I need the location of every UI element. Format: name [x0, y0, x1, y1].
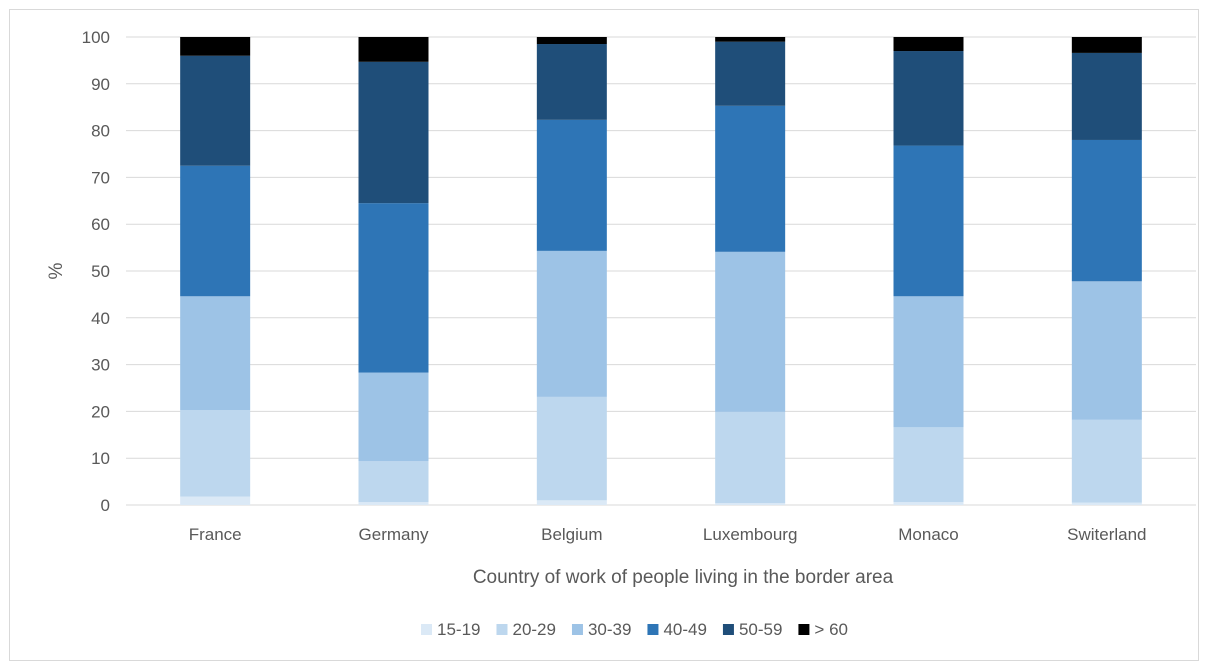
bar-segment [715, 41, 786, 106]
bar-segment [536, 500, 607, 505]
y-tick-label: 80 [91, 122, 110, 141]
bar-segment [893, 37, 964, 52]
legend-label: > 60 [814, 620, 848, 639]
bar-segment [893, 502, 964, 505]
y-tick-label: 30 [91, 356, 110, 375]
y-tick-label: 0 [101, 496, 110, 515]
x-tick-label: Germany [359, 525, 429, 544]
legend-swatch [421, 624, 432, 635]
bar-segment [358, 61, 429, 204]
bar-segment [180, 37, 251, 56]
y-tick-label: 10 [91, 449, 110, 468]
legend-swatch [571, 624, 583, 635]
gridlines [126, 36, 1196, 506]
bars [180, 37, 1142, 505]
bar-segment [1071, 419, 1142, 503]
legend-label: 20-29 [512, 620, 555, 639]
bar-segment [358, 461, 429, 503]
bar-segment [893, 296, 964, 428]
bar-segment [715, 503, 786, 505]
bar-segment [536, 119, 607, 251]
x-tick-label: Luxembourg [703, 525, 798, 544]
y-tick-label: 60 [91, 215, 110, 234]
bar-segment [893, 51, 964, 146]
y-tick-label: 40 [91, 309, 110, 328]
x-axis-title: Country of work of people living in the … [473, 567, 894, 588]
legend: 15-19 20-29 30-39 40-49 50-59 > 60 [421, 620, 848, 639]
bar-segment [358, 502, 429, 505]
bar-segment [1071, 37, 1142, 53]
bar-segment [715, 37, 786, 42]
legend-swatch [798, 624, 810, 635]
y-tick-label: 70 [91, 168, 110, 187]
bar-segment [358, 37, 429, 62]
y-tick-label: 90 [91, 75, 110, 94]
bar-segment [180, 296, 251, 410]
legend-label: 30-39 [588, 620, 631, 639]
bar-segment [1071, 139, 1142, 282]
bar-segment [893, 427, 964, 503]
bar-segment [536, 250, 607, 397]
bar-segment [893, 145, 964, 297]
y-tick-label: 50 [91, 262, 110, 281]
bar-segment [180, 409, 251, 497]
bar-segment [536, 396, 607, 501]
bar-segment [180, 496, 251, 505]
y-tick-label: 100 [82, 28, 110, 47]
x-tick-labels: France Germany Belgium Luxembourg Monaco Swit… [189, 525, 1147, 544]
x-tick-label: Monaco [898, 525, 958, 544]
bar-segment [536, 37, 607, 45]
legend-swatch [647, 624, 659, 635]
bar-segment [180, 55, 251, 166]
legend-swatch [722, 624, 734, 635]
x-tick-label: Switerland [1067, 525, 1146, 544]
bar-segment [358, 372, 429, 462]
bar-segment [1071, 502, 1142, 505]
bar-segment [715, 105, 786, 252]
y-tick-labels: 0 10 20 30 40 50 60 70 80 90 100 [82, 28, 110, 515]
bar-segment [1071, 52, 1142, 140]
bar-segment [536, 44, 607, 120]
x-tick-label: France [189, 525, 242, 544]
y-tick-label: 20 [91, 402, 110, 421]
bar-segment [715, 251, 786, 412]
legend-label: 40-49 [663, 620, 706, 639]
bar-segment [358, 203, 429, 373]
x-tick-label: Belgium [541, 525, 602, 544]
y-axis-title: % [46, 262, 67, 279]
bar-segment [1071, 281, 1142, 420]
bar-segment [180, 165, 251, 297]
bar-segment [715, 411, 786, 504]
legend-label: 50-59 [739, 620, 782, 639]
legend-swatch [496, 624, 508, 635]
legend-label: 15-19 [437, 620, 480, 639]
